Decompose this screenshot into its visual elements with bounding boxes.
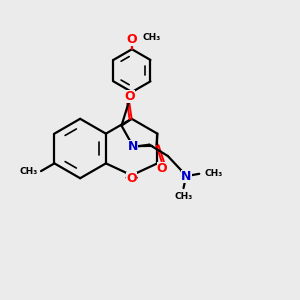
Text: N: N	[128, 140, 138, 153]
Text: CH₃: CH₃	[174, 192, 193, 201]
Text: O: O	[127, 33, 137, 46]
Text: O: O	[124, 90, 135, 103]
Text: O: O	[157, 162, 167, 175]
Text: CH₃: CH₃	[142, 33, 160, 42]
Text: O: O	[126, 172, 137, 185]
Text: CH₃: CH₃	[19, 167, 38, 176]
Text: CH₃: CH₃	[204, 169, 223, 178]
Text: N: N	[181, 170, 192, 183]
